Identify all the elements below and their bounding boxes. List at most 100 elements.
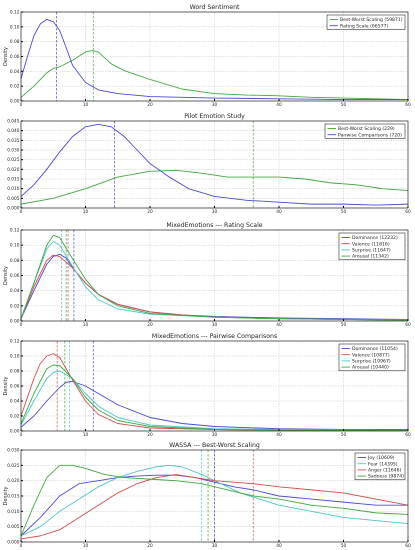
- x-tick-label: 60: [405, 543, 411, 549]
- x-tick-label: 50: [341, 543, 347, 549]
- legend-label: Joy (10609): [367, 455, 395, 461]
- y-tick-label: 0.005: [7, 524, 20, 530]
- y-tick-label: 0.010: [7, 186, 20, 192]
- y-tick-label: 0.08: [10, 369, 20, 375]
- y-tick-label: 0.06: [10, 273, 20, 279]
- y-tick-label: 0.02: [10, 84, 20, 90]
- legend-label: Surprise (10967): [352, 359, 391, 365]
- x-tick-label: 10: [83, 209, 89, 215]
- chart-title: Word Sentiment: [190, 4, 240, 11]
- y-tick-label: 0.015: [7, 494, 20, 500]
- x-tick-label: 60: [405, 432, 411, 438]
- y-tick-label: 0.010: [7, 509, 20, 515]
- y-tick-label: 0.10: [10, 243, 20, 249]
- legend-label: Best-Worst Scaling (59871): [340, 17, 403, 23]
- x-tick-label: 50: [341, 322, 347, 328]
- chart-title: WASSA --- Best-Worst Scaling: [169, 442, 260, 449]
- x-tick-label: 0: [20, 322, 23, 328]
- y-tick-label: 0.08: [10, 39, 20, 45]
- x-tick-label: 40: [276, 543, 282, 549]
- y-tick-label: 0.04: [10, 69, 20, 75]
- legend-label: Fear (14395): [368, 461, 398, 467]
- x-tick-label: 30: [212, 543, 218, 549]
- x-tick-label: 50: [341, 432, 347, 438]
- y-tick-label: 0.12: [10, 228, 20, 234]
- y-tick-label: 0.10: [10, 354, 20, 360]
- x-tick-label: 20: [147, 432, 153, 438]
- legend-label: Pairwise Comparisons (720): [338, 132, 402, 138]
- y-tick-label: 0.00: [10, 319, 20, 325]
- series-line-4: [20, 234, 409, 321]
- series-line-2: [20, 123, 409, 206]
- y-tick-label: 0.040: [7, 128, 20, 134]
- y-tick-label: 0.12: [10, 339, 20, 345]
- chart-title: MixedEmotions --- Pairwise Comparisons: [152, 333, 277, 340]
- y-tick-label: 0.00: [10, 429, 20, 435]
- legend: Best-Worst Scaling (229)Pairwise Compari…: [324, 123, 406, 139]
- x-tick-label: 10: [83, 322, 89, 328]
- x-tick-label: 40: [276, 322, 282, 328]
- x-tick-label: 20: [147, 322, 153, 328]
- x-tick-label: 0: [20, 432, 23, 438]
- x-tick-label: 60: [405, 102, 411, 108]
- legend-label: Arousal (11342): [352, 254, 389, 260]
- y-tick-label: 0.08: [10, 258, 20, 264]
- y-tick-label: 0.005: [7, 196, 20, 202]
- x-tick-label: 50: [341, 209, 347, 215]
- x-tick-label: 10: [83, 102, 89, 108]
- x-tick-label: 30: [212, 322, 218, 328]
- legend-label: Dominance (11054): [352, 346, 398, 352]
- x-tick-label: 0: [20, 209, 23, 215]
- legend-label: Sadness (9874): [368, 474, 404, 480]
- x-tick-label: 40: [276, 432, 282, 438]
- y-tick-label: 0.00: [10, 99, 20, 105]
- y-tick-label: 0.020: [7, 478, 20, 484]
- legend-box: [324, 123, 406, 139]
- x-tick-label: 10: [83, 543, 89, 549]
- legend-label: Surprise (11647): [352, 248, 391, 254]
- y-tick-label: 0.045: [7, 119, 20, 125]
- x-tick-label: 40: [276, 102, 282, 108]
- x-tick-label: 0: [20, 543, 23, 549]
- x-tick-label: 30: [212, 102, 218, 108]
- y-axis-label: Density: [3, 266, 9, 285]
- x-tick-label: 0: [20, 102, 23, 108]
- y-tick-label: 0.015: [7, 177, 20, 183]
- y-tick-label: 0.025: [7, 157, 20, 163]
- y-tick-label: 0.02: [10, 414, 20, 420]
- y-axis-label: Density: [3, 486, 9, 505]
- legend-box: [326, 14, 406, 30]
- legend: Dominance (12232)Valence (11816)Surprise…: [338, 232, 406, 261]
- x-tick-label: 20: [147, 102, 153, 108]
- y-tick-label: 0.04: [10, 288, 20, 294]
- x-tick-label: 20: [147, 209, 153, 215]
- x-tick-label: 20: [147, 543, 153, 549]
- series-line-3: [20, 370, 409, 431]
- y-tick-label: 0.000: [7, 540, 20, 546]
- legend: Joy (10609)Fear (14395)Anger (11646)Sadn…: [354, 452, 406, 481]
- y-tick-label: 0.030: [7, 148, 20, 154]
- legend-label: Arousal (10440): [352, 365, 389, 371]
- x-tick-label: 60: [405, 209, 411, 215]
- chart-panel-2: 0 10 20 30 40 50 60 0.000 0.005 0.010 0.015 0.020 0.…: [7, 113, 411, 215]
- y-tick-label: 0.020: [7, 167, 20, 173]
- y-tick-label: 0.06: [10, 54, 20, 60]
- legend-label: Rating Scale (66577): [340, 23, 388, 29]
- y-axis-label: Density: [3, 376, 9, 395]
- x-tick-label: 60: [405, 322, 411, 328]
- series-line-4: [20, 464, 409, 537]
- x-tick-label: 30: [212, 432, 218, 438]
- chart-panel-4: 0 10 20 30 40 50 60 0.00 0.02 0.04 0.06 0.08 0.10 0.1…: [3, 333, 411, 438]
- x-tick-label: 50: [341, 102, 347, 108]
- y-tick-label: 0.025: [7, 463, 20, 469]
- chart-title: MixedEmotions --- Rating Scale: [166, 222, 262, 229]
- y-tick-label: 0.030: [7, 448, 20, 454]
- y-tick-label: 0.02: [10, 303, 20, 309]
- x-tick-label: 40: [276, 209, 282, 215]
- y-axis-label: Density: [3, 47, 9, 66]
- legend-label: Valence (10877): [352, 352, 390, 358]
- legend-label: Dominance (12232): [352, 235, 398, 241]
- x-tick-label: 10: [83, 432, 89, 438]
- series-line-2: [20, 18, 408, 100]
- y-tick-label: 0.035: [7, 138, 20, 144]
